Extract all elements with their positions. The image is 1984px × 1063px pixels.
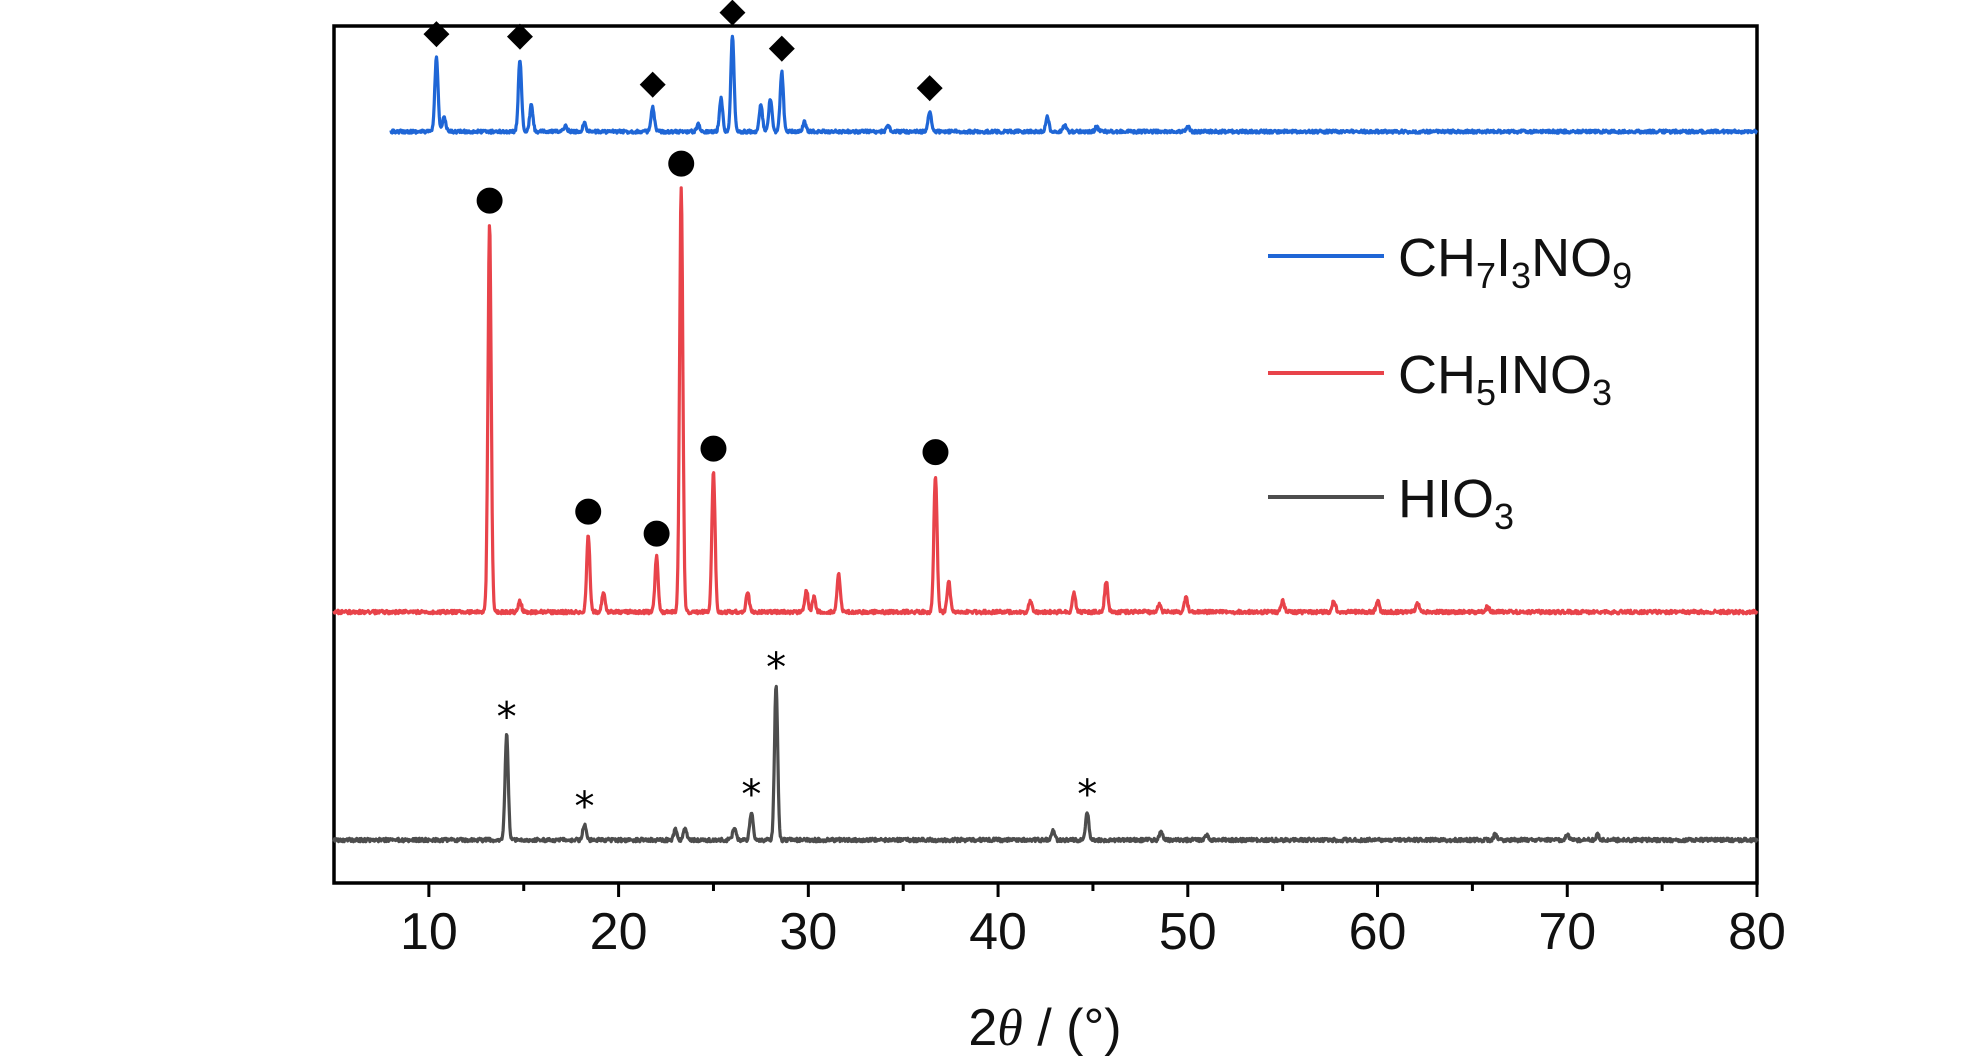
x-tick-label: 30 [779, 903, 837, 961]
x-axis-title: 2θ / (°) [968, 999, 1121, 1057]
peak-marker: * [497, 694, 517, 740]
x-tick-label: 40 [969, 903, 1027, 961]
legend: CH7I3NO9 CH5INO3 HIO3 [1268, 228, 1632, 537]
x-tick-label: 50 [1159, 903, 1217, 961]
peak-marker: ● [666, 142, 696, 182]
peak-marker: * [1077, 772, 1097, 818]
x-tick-label: 80 [1728, 903, 1786, 961]
peak-marker: * [574, 784, 594, 830]
x-tick-label: 70 [1538, 903, 1596, 961]
legend-label: CH7I3NO9 [1398, 228, 1632, 296]
peak-marker: ◆ [640, 63, 667, 103]
peak-marker: ● [642, 512, 672, 552]
peak-marker: ● [475, 179, 505, 219]
x-axis-ticks: 10 20 30 40 50 60 70 80 [400, 883, 1786, 961]
x-tick-label: 60 [1349, 903, 1407, 961]
series-line [332, 684, 1759, 844]
legend-label: HIO3 [1398, 469, 1514, 537]
legend-label: CH5INO3 [1398, 345, 1612, 413]
peak-marker: ◆ [719, 0, 746, 31]
peak-marker: ● [921, 430, 951, 470]
x-tick-label: 20 [590, 903, 648, 961]
peak-marker: * [741, 772, 761, 818]
x-tick-label: 10 [400, 903, 458, 961]
plot-frame [332, 24, 1759, 885]
series-line [389, 34, 1759, 135]
peak-markers: ◆ ◆ ◆ ◆ ◆ ◆ ● ● ● ● ● ● * * * * * [423, 0, 1097, 830]
peak-marker: ◆ [423, 12, 450, 52]
series-line [332, 186, 1759, 616]
peak-marker: ◆ [917, 66, 944, 106]
peak-marker: * [766, 645, 786, 691]
peak-marker: ● [573, 489, 603, 529]
peak-marker: ◆ [507, 15, 534, 55]
peak-marker: ● [699, 426, 729, 466]
peak-marker: ◆ [769, 27, 796, 67]
series-layer [332, 34, 1759, 844]
